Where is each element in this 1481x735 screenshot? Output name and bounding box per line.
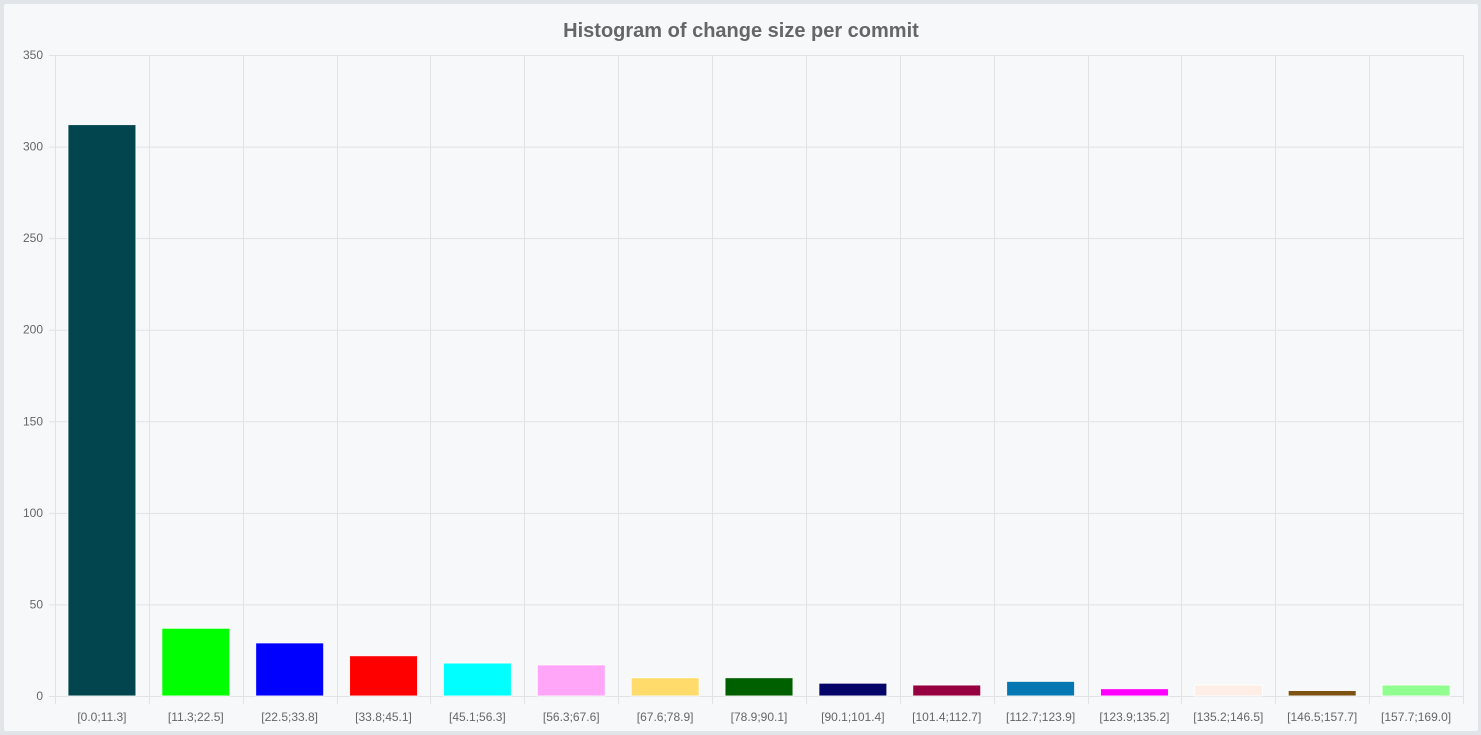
- bar[interactable]: [1099, 688, 1169, 697]
- x-tick-label: [56.3;67.6]: [543, 710, 600, 724]
- bar[interactable]: [349, 655, 419, 697]
- bar[interactable]: [912, 684, 982, 697]
- bar[interactable]: [818, 682, 888, 697]
- x-tick-label: [90.1;101.4]: [821, 710, 884, 724]
- x-tick-label: [0.0;11.3]: [77, 710, 126, 724]
- x-tick-label: [45.1;56.3]: [449, 710, 506, 724]
- chart-card: [4, 4, 1478, 731]
- bar-layer: [67, 124, 1451, 697]
- bar[interactable]: [1193, 684, 1263, 697]
- y-tick-label: 150: [23, 414, 43, 428]
- x-tick-label: [33.8;45.1]: [355, 710, 412, 724]
- label-layer: 0 50 100 150 200 250 300 350 [0.0;11.3] [11.3;22.…: [23, 48, 1451, 724]
- y-tick-label: 100: [23, 506, 43, 520]
- y-tick-label: 0: [36, 689, 43, 703]
- y-tick-label: 200: [23, 323, 43, 337]
- x-tick-label: [146.5;157.7]: [1287, 710, 1357, 724]
- bar[interactable]: [1006, 680, 1076, 697]
- x-tick-label: [78.9;90.1]: [731, 710, 788, 724]
- y-tick-label: 50: [30, 597, 44, 611]
- y-tick-label: 300: [23, 140, 43, 154]
- grid-layer: [49, 55, 1464, 704]
- chart-title: Histogram of change size per commit: [563, 20, 919, 42]
- bar[interactable]: [67, 124, 137, 697]
- bar[interactable]: [630, 677, 700, 697]
- bar[interactable]: [161, 627, 231, 697]
- x-tick-label: [123.9;135.2]: [1099, 710, 1169, 724]
- bar[interactable]: [442, 662, 512, 697]
- x-tick-label: [135.2;146.5]: [1193, 710, 1263, 724]
- x-tick-label: [67.6;78.9]: [637, 710, 694, 724]
- x-tick-label: [11.3;22.5]: [168, 710, 224, 724]
- y-tick-label: 350: [23, 48, 43, 62]
- bar[interactable]: [1287, 690, 1357, 697]
- bar[interactable]: [1381, 684, 1451, 697]
- x-tick-label: [22.5;33.8]: [261, 710, 318, 724]
- y-tick-label: 250: [23, 231, 43, 245]
- x-tick-label: [101.4;112.7]: [912, 710, 981, 724]
- bar[interactable]: [255, 642, 325, 697]
- bar[interactable]: [724, 677, 794, 697]
- bar[interactable]: [536, 664, 606, 697]
- x-tick-label: [157.7;169.0]: [1381, 710, 1451, 724]
- x-tick-label: [112.7;123.9]: [1006, 710, 1075, 724]
